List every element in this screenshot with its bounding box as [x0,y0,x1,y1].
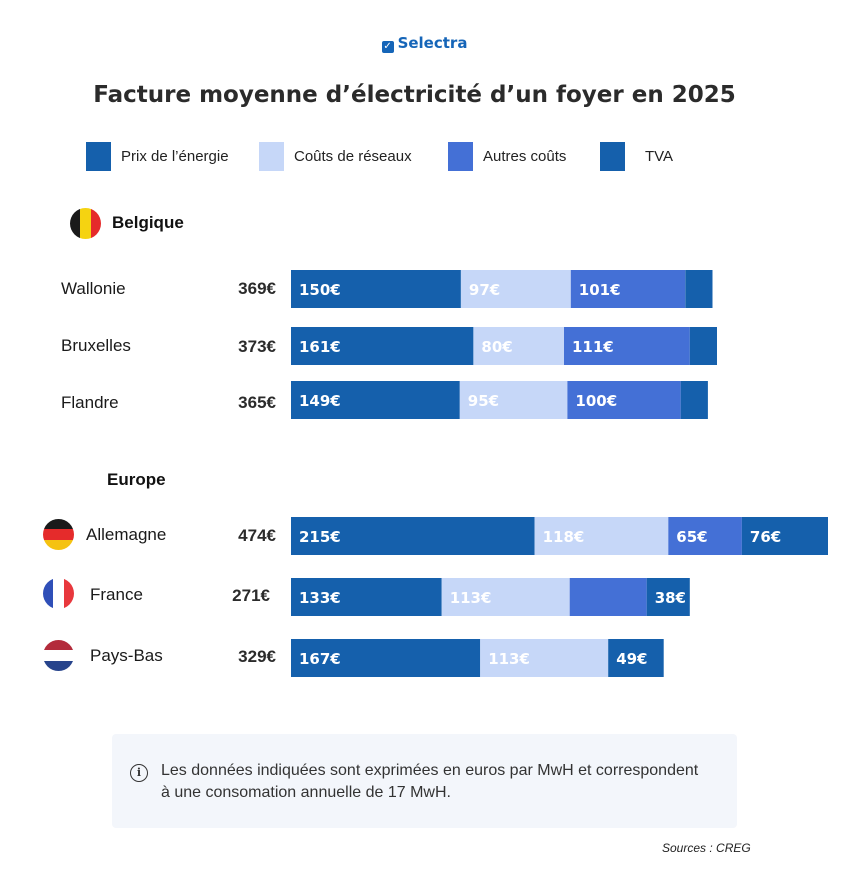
bar-segment-france-1 [441,578,570,616]
bar-segment-pays-bas-2 [608,639,664,677]
source-note: Sources : CREG [662,841,751,855]
row-label-pays-bas: Pays-Bas [90,646,163,665]
data-label-wallonie-0: 150€ [299,281,341,299]
bar-segment-pays-bas-0 [291,639,481,677]
germany-flag [43,519,74,550]
info-icon: i [130,764,148,782]
bar-segment-pays-bas-1 [480,639,609,677]
data-label-france-1: 113€ [450,589,492,607]
data-label-flandre-2: 100€ [575,392,617,410]
row-label-france: France [90,585,143,604]
data-label-france-0: 133€ [299,589,341,607]
row-label-bruxelles: Bruxelles [61,336,131,355]
row-total-bruxelles: 373€ [238,337,276,356]
bar-segment-wallonie-1 [460,270,571,308]
brand-name: Selectra [397,34,468,52]
row-label-wallonie: Wallonie [61,279,126,298]
legend-swatch [600,141,625,171]
bar-segment-france-3 [646,578,690,616]
bar-segment-bruxelles-2 [564,327,690,365]
row-total-pays-bas: 329€ [238,647,276,666]
note-box [112,734,737,828]
row-total-allemagne: 474€ [238,526,276,545]
data-label-pays-bas-0: 167€ [299,650,341,668]
bar-segment-flandre-3 [680,381,708,419]
bar-segment-allemagne-1 [534,517,669,555]
data-label-allemagne-2: 65€ [676,528,707,546]
bar-segment-france-2 [569,578,647,616]
legend-label: Coûts de réseaux [294,147,412,165]
legend-item-network: Coûts de réseaux [259,141,412,171]
bar-segment-wallonie-3 [685,270,713,308]
bar-segment-flandre-1 [459,381,568,419]
section-title-belgique: Belgique [112,213,184,232]
data-label-wallonie-1: 97€ [469,281,500,299]
bar-segment-wallonie-2 [570,270,686,308]
legend-label: Prix de l’énergie [121,147,229,165]
row-label-allemagne: Allemagne [86,525,167,544]
brand-logo: ✓ Selectra [0,34,849,53]
legend-swatch [86,141,111,171]
france-flag [43,578,74,609]
data-label-allemagne-0: 215€ [299,528,341,546]
bar-segment-flandre-2 [567,381,681,419]
row-total-france: 271€ [232,586,270,605]
bar-segment-bruxelles-0 [291,327,474,365]
bar-segment-allemagne-0 [291,517,535,555]
data-label-france-3: 38€ [655,589,686,607]
bar-segment-wallonie-0 [291,270,461,308]
row-total-wallonie: 369€ [238,279,276,298]
data-label-bruxelles-0: 161€ [299,338,341,356]
data-label-pays-bas-1: 113€ [488,650,530,668]
bar-segment-bruxelles-1 [473,327,564,365]
data-label-pays-bas-2: 49€ [616,650,647,668]
belgium-flag [70,208,101,239]
bar-segment-bruxelles-3 [689,327,717,365]
bar-segment-france-0 [291,578,442,616]
chart-title: Facture moyenne d’électricité d’un foyer… [93,82,736,108]
data-label-flandre-1: 95€ [468,392,499,410]
data-label-bruxelles-2: 111€ [572,338,614,356]
row-total-flandre: 365€ [238,393,276,412]
bar-segment-flandre-0 [291,381,460,419]
legend-item-tva: TVA [600,141,673,171]
check-box-icon: ✓ [381,41,394,53]
data-label-wallonie-2: 101€ [579,281,621,299]
legend-swatch [259,141,284,171]
bar-segment-allemagne-3 [741,517,828,555]
data-label-bruxelles-1: 80€ [481,338,512,356]
note-text: Les données indiquées sont exprimées en … [161,762,699,801]
data-label-flandre-0: 149€ [299,392,341,410]
section-title-europe: Europe [107,470,166,489]
legend-swatch [448,141,473,171]
legend-label: Autres coûts [483,147,567,165]
data-label-allemagne-1: 118€ [543,528,585,546]
netherlands-flag [43,640,74,671]
legend-label: TVA [645,147,674,165]
legend-item-other: Autres coûts [448,141,566,171]
data-label-allemagne-3: 76€ [750,528,781,546]
bar-segment-allemagne-2 [668,517,742,555]
row-label-flandre: Flandre [61,393,119,412]
legend-item-energy: Prix de l’énergie [86,141,229,171]
